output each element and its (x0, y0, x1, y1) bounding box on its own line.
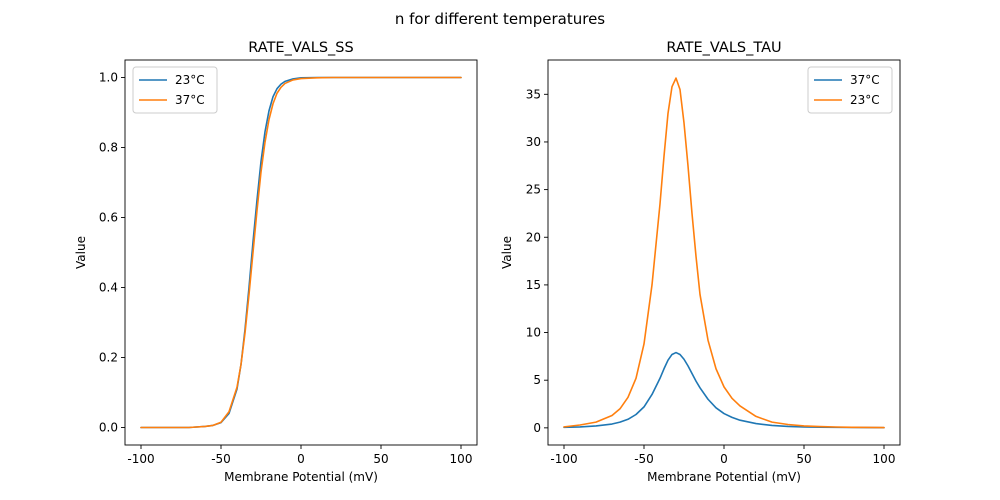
left-chart-title: RATE_VALS_SS (248, 40, 353, 56)
right-x-tick-label: -50 (634, 452, 654, 466)
right-y-tick-label: 0 (533, 421, 541, 435)
right-series-line-1 (563, 77, 885, 429)
right-y-axis-label: Value (500, 236, 514, 269)
left-y-tick-label: 0.0 (99, 421, 118, 435)
left-legend-label-0: 23°C (175, 73, 205, 87)
right-y-tick-label: 5 (533, 373, 541, 387)
left-y-axis-label: Value (74, 236, 88, 269)
right-x-axis-label: Membrane Potential (mV) (647, 470, 801, 484)
left-y-tick-label: 0.8 (99, 141, 118, 155)
right-plot-lines (563, 77, 885, 429)
right-y-tick-label: 15 (526, 278, 541, 292)
left-x-tick-label: 0 (297, 452, 305, 466)
right-legend-label-0: 37°C (850, 73, 880, 87)
left-y-tick-label: 0.6 (99, 211, 118, 225)
right-y-tick-label: 20 (526, 230, 541, 244)
right-y-tick-label: 10 (526, 326, 541, 340)
right-y-tick-label: 25 (526, 183, 541, 197)
left-series-line-1 (140, 76, 462, 429)
left-x-tick-label: 50 (373, 452, 388, 466)
left-x-tick-label: -100 (127, 452, 154, 466)
right-y-tick-label: 35 (526, 87, 541, 101)
right-x-tick-label: 0 (720, 452, 728, 466)
left-y-tick-label: 0.4 (99, 281, 118, 295)
right-legend-label-1: 23°C (850, 93, 880, 107)
left-legend-box (132, 66, 218, 114)
left-chart-panel: -100 -50 0 50 100 0.0 0.2 0.4 0.6 0.8 1.0 RATE_VALS… (74, 40, 478, 484)
right-legend: 37°C 23°C (807, 66, 893, 114)
figure-suptitle: n for different temperatures (395, 10, 605, 28)
right-x-tick-label: 50 (796, 452, 811, 466)
left-legend-label-1: 37°C (175, 93, 205, 107)
left-x-axis-label: Membrane Potential (mV) (224, 470, 378, 484)
left-x-tick-label: 100 (450, 452, 473, 466)
right-chart-title: RATE_VALS_TAU (666, 40, 781, 56)
left-legend: 23°C 37°C (132, 66, 218, 114)
left-y-tick-label: 0.2 (99, 351, 118, 365)
right-x-tick-label: -100 (550, 452, 577, 466)
right-series-line-0 (563, 351, 885, 429)
right-x-tick-label: 100 (873, 452, 896, 466)
right-chart-panel: -100 -50 0 50 100 0 5 10 15 20 25 30 35 RATE_VALS_TAU… (500, 40, 901, 484)
right-y-tick-label: 30 (526, 135, 541, 149)
left-y-tick-label: 1.0 (99, 71, 118, 85)
right-legend-box (807, 66, 893, 114)
left-x-tick-label: -50 (211, 452, 231, 466)
left-plot-lines (140, 76, 462, 429)
